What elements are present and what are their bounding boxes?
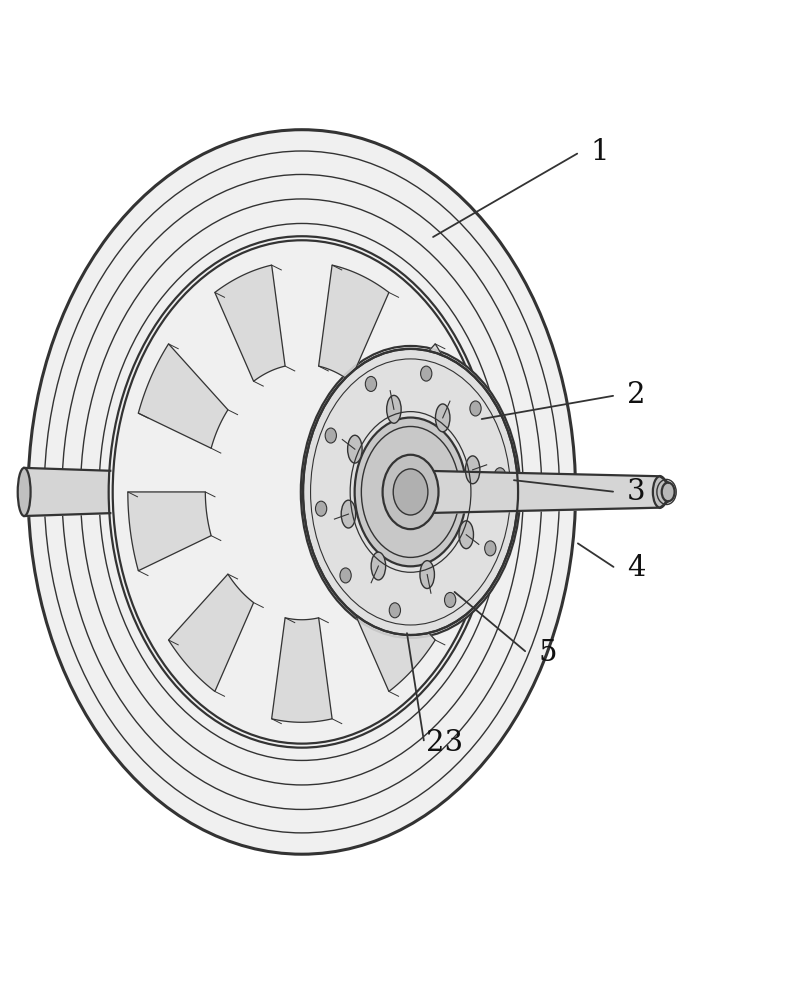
Ellipse shape <box>470 401 481 416</box>
Ellipse shape <box>109 236 495 748</box>
Ellipse shape <box>371 552 386 580</box>
Text: 4: 4 <box>627 554 645 582</box>
Text: 3: 3 <box>626 478 646 506</box>
Ellipse shape <box>325 428 336 443</box>
Ellipse shape <box>386 395 401 423</box>
Ellipse shape <box>436 404 450 432</box>
Ellipse shape <box>316 501 327 516</box>
Ellipse shape <box>18 468 31 516</box>
Ellipse shape <box>420 561 435 589</box>
Ellipse shape <box>340 568 351 583</box>
Ellipse shape <box>662 483 675 501</box>
Polygon shape <box>393 492 476 571</box>
Text: 1: 1 <box>591 138 609 166</box>
Ellipse shape <box>355 418 466 566</box>
Text: 23: 23 <box>426 729 463 757</box>
Polygon shape <box>168 574 254 691</box>
Ellipse shape <box>341 500 356 528</box>
Ellipse shape <box>653 476 667 508</box>
Polygon shape <box>215 265 285 381</box>
Ellipse shape <box>494 468 506 483</box>
Ellipse shape <box>113 240 491 744</box>
Ellipse shape <box>420 366 431 381</box>
Ellipse shape <box>390 603 401 618</box>
Ellipse shape <box>485 541 496 556</box>
Ellipse shape <box>301 346 520 638</box>
Ellipse shape <box>444 592 456 607</box>
Text: 5: 5 <box>539 639 556 667</box>
Polygon shape <box>376 344 465 448</box>
Ellipse shape <box>465 456 480 484</box>
Ellipse shape <box>348 435 362 463</box>
Polygon shape <box>128 492 211 571</box>
Polygon shape <box>138 344 228 448</box>
Text: 2: 2 <box>627 381 645 409</box>
Ellipse shape <box>382 455 439 529</box>
Ellipse shape <box>28 130 576 854</box>
Ellipse shape <box>365 376 377 391</box>
Polygon shape <box>350 574 436 691</box>
Polygon shape <box>271 618 332 722</box>
Ellipse shape <box>393 469 428 515</box>
Polygon shape <box>319 265 389 381</box>
Ellipse shape <box>459 521 473 549</box>
Ellipse shape <box>303 349 518 635</box>
